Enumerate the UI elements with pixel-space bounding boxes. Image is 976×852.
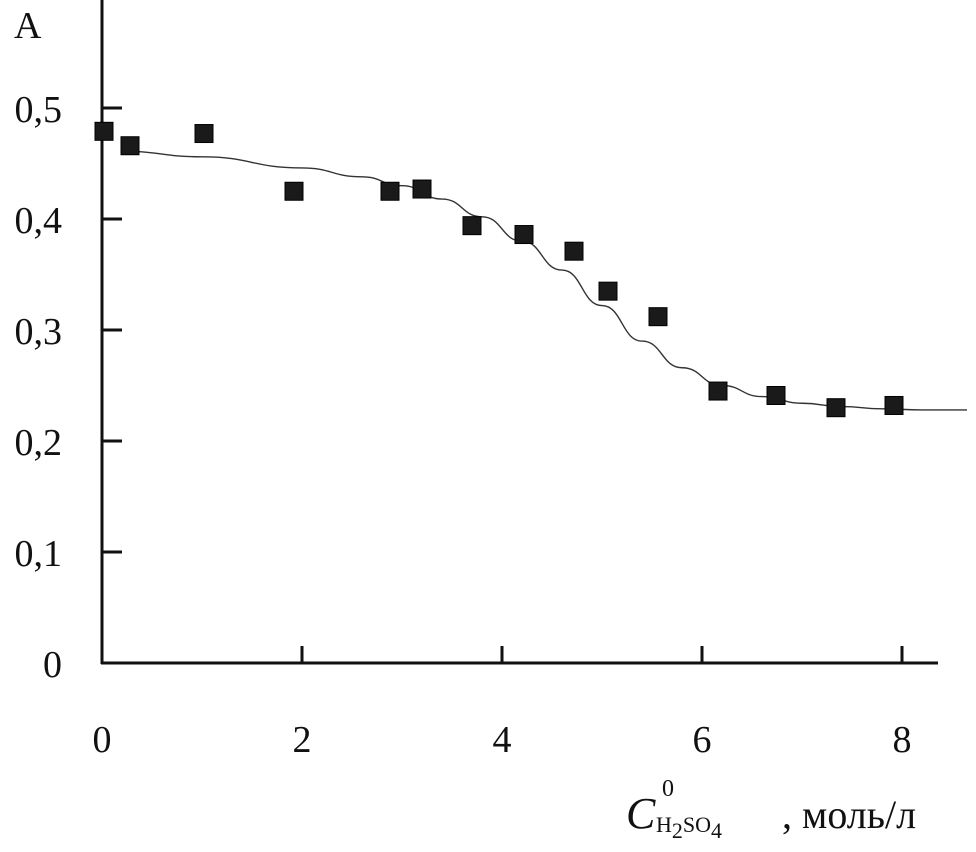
data-point xyxy=(380,181,400,201)
data-point xyxy=(284,181,304,201)
data-point xyxy=(766,385,786,405)
y-tick-label: 0,5 xyxy=(15,89,63,131)
axes: 0 0,1 0,2 0,3 0,4 0,5 0 2 4 6 8 xyxy=(15,0,938,761)
data-point xyxy=(708,381,728,401)
data-point xyxy=(648,307,668,327)
data-point xyxy=(120,136,140,156)
data-point xyxy=(514,225,534,245)
x-axis-title: C 0 H2SO4 , моль/л xyxy=(626,776,916,843)
fit-curve xyxy=(121,150,967,411)
data-point xyxy=(462,216,482,236)
x-tick-label: 6 xyxy=(693,719,712,761)
y-tick-label: 0 xyxy=(43,644,62,686)
x-axis-title-superscript: 0 xyxy=(662,776,674,802)
x-axis-title-subscript-digit: 4 xyxy=(711,818,722,843)
y-tick-label: 0,2 xyxy=(15,422,63,464)
x-axis-title-subscript: H2SO4 xyxy=(656,812,722,843)
y-tick-label: 0,1 xyxy=(15,533,63,575)
svg-text:C: C xyxy=(626,789,656,838)
fit-curve-layer xyxy=(121,150,967,411)
x-axis-title-unit: , моль/л xyxy=(782,792,916,837)
x-tick-label: 4 xyxy=(493,719,512,761)
data-point xyxy=(194,124,214,144)
x-axis-title-subscript-digit: 2 xyxy=(672,818,683,843)
data-points-layer xyxy=(94,121,904,418)
x-tick-label: 2 xyxy=(293,719,312,761)
x-axis-title-subscript-text: SO xyxy=(683,812,711,837)
data-point xyxy=(564,241,584,261)
data-point xyxy=(598,281,618,301)
data-point xyxy=(826,398,846,418)
data-point xyxy=(412,179,432,199)
x-tick-label: 0 xyxy=(93,719,112,761)
y-tick-label: 0,3 xyxy=(15,311,63,353)
x-tick-label: 8 xyxy=(893,719,912,761)
x-ticks: 0 2 4 6 8 xyxy=(93,646,912,761)
data-point xyxy=(94,121,114,141)
y-ticks: 0 0,1 0,2 0,3 0,4 0,5 xyxy=(15,89,122,686)
y-tick-label: 0,4 xyxy=(15,200,63,242)
x-axis-title-subscript-text: H xyxy=(656,812,672,837)
y-axis-title: A xyxy=(14,5,42,47)
data-point xyxy=(884,395,904,415)
x-axis-title-symbol: C xyxy=(626,789,656,838)
